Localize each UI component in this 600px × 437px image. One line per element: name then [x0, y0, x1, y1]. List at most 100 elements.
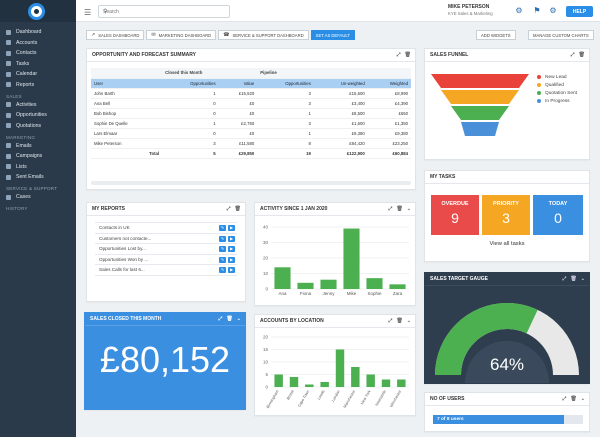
- notifications-icon[interactable]: ⚑: [533, 6, 541, 15]
- sidebar-item[interactable]: Accounts: [0, 38, 76, 49]
- expand-icon[interactable]: ⤢: [226, 206, 231, 212]
- trash-icon[interactable]: 🗑: [234, 206, 241, 212]
- search-icon[interactable]: ⚲: [103, 9, 108, 15]
- edit-icon[interactable]: ✎: [219, 267, 226, 273]
- x-tick-label: Leeds: [317, 389, 326, 400]
- trash-icon[interactable]: 🗑: [578, 52, 585, 58]
- trash-icon[interactable]: 🗑: [396, 206, 403, 212]
- table-row[interactable]: Lars Elmaar 0 £0 1 £9,380 £9,380: [91, 128, 411, 139]
- report-item[interactable]: Customers not contacte... ✎ ▶: [95, 234, 237, 244]
- sidebar-item[interactable]: Campaigns: [0, 151, 76, 162]
- sidebar-item[interactable]: Calendar: [0, 69, 76, 80]
- sidebar-item[interactable]: Cases: [0, 192, 76, 203]
- set-default-button[interactable]: Set as Default: [310, 30, 355, 40]
- expand-icon[interactable]: ⤢: [218, 316, 223, 322]
- tab-marketing-dashboard[interactable]: ✉ Marketing Dashboard: [146, 30, 217, 40]
- table-row[interactable]: Ana Bell 0 £0 3 £3,400 £4,390: [91, 98, 411, 109]
- report-item[interactable]: Opportunities Lost by... ✎ ▶: [95, 244, 237, 255]
- report-item[interactable]: Contacts in UK ✎ ▶: [95, 223, 237, 234]
- column-header[interactable]: Opportunities: [257, 78, 314, 89]
- overdue-tile[interactable]: OVERDUE 9: [431, 195, 479, 235]
- edit-icon[interactable]: ✎: [219, 256, 226, 263]
- sidebar-item[interactable]: Reports: [0, 80, 76, 91]
- view-all-tasks-link[interactable]: View all tasks: [489, 241, 525, 247]
- edit-icon[interactable]: ✎: [219, 225, 226, 231]
- column-header[interactable]: Weighted: [367, 78, 411, 89]
- activity-panel: Activity since 1 Jan 2020 ⤢ 🗑 ⌄ 0 10 20 30 40 A…: [254, 202, 416, 306]
- bar: [274, 267, 291, 289]
- legend-item[interactable]: Quotation Sent: [537, 89, 577, 97]
- tab-service-dashboard[interactable]: ☎ Service & Support Dashboard: [218, 30, 309, 40]
- legend-item[interactable]: Qualified: [537, 81, 577, 89]
- legend-dot: [537, 91, 541, 95]
- tab-sales-dashboard[interactable]: ↗ Sales Dashboard: [86, 30, 145, 40]
- legend-item[interactable]: In Progress: [537, 97, 577, 105]
- trash-icon[interactable]: 🗑: [570, 396, 577, 402]
- sidebar-item[interactable]: Emails: [0, 141, 76, 152]
- run-icon[interactable]: ▶: [228, 267, 235, 273]
- bar: [366, 374, 375, 387]
- total-cell: £60,884: [367, 148, 411, 159]
- add-widgets-button[interactable]: Add Widgets: [476, 30, 516, 40]
- chevron-down-icon[interactable]: ⌄: [236, 316, 241, 322]
- chevron-down-icon[interactable]: ⌄: [580, 396, 585, 402]
- chevron-down-icon[interactable]: ⌄: [406, 206, 411, 212]
- manage-charts-button[interactable]: Manage Custom Charts: [528, 30, 594, 40]
- sales-closed-value: £80,152: [99, 339, 231, 380]
- expand-icon[interactable]: ⤢: [396, 52, 401, 58]
- column-header[interactable]: Opportunities: [162, 78, 219, 89]
- headset-icon: ☎: [223, 32, 230, 38]
- table-row[interactable]: Sophie De Quelle 1 £2,750 3 £1,600 £1,350: [91, 118, 411, 129]
- help-button[interactable]: HELP: [566, 6, 593, 17]
- sidebar-item[interactable]: Dashboard: [0, 27, 76, 38]
- sidebar-item[interactable]: Contacts: [0, 48, 76, 59]
- search-input[interactable]: Search ⚲: [98, 5, 230, 18]
- sidebar-item[interactable]: Lists: [0, 162, 76, 173]
- trash-icon[interactable]: 🗑: [404, 52, 411, 58]
- sidebar-item[interactable]: Sent Emails: [0, 172, 76, 183]
- sidebar-item[interactable]: Activities: [0, 100, 76, 111]
- run-icon[interactable]: ▶: [228, 225, 235, 231]
- menu-icon[interactable]: ☰: [84, 8, 92, 17]
- table-row[interactable]: Mike Peterson 3 £11,580 8 £84,420 £23,250: [91, 138, 411, 149]
- logo[interactable]: [0, 0, 76, 22]
- settings-users-icon[interactable]: ⚙: [515, 6, 523, 15]
- trash-icon[interactable]: 🗑: [570, 276, 577, 282]
- gear-icon[interactable]: ⚙: [549, 6, 557, 15]
- group-pipeline: Pipeline: [257, 68, 411, 79]
- report-item[interactable]: Opportunities Won by ... ✎ ▶: [95, 255, 237, 265]
- trash-icon[interactable]: 🗑: [226, 316, 233, 322]
- column-header[interactable]: User: [91, 78, 163, 89]
- trash-icon[interactable]: 🗑: [396, 318, 403, 324]
- expand-icon[interactable]: ⤢: [562, 276, 567, 282]
- expand-icon[interactable]: ⤢: [388, 206, 393, 212]
- table-cell: Bob Bishop: [91, 108, 163, 119]
- my-tasks-panel: My Tasks OVERDUE 9 PRIORITY 3 TODAY 0 Vi…: [424, 170, 590, 262]
- table-cell: £0: [218, 108, 258, 119]
- legend-item[interactable]: New Lead: [537, 73, 577, 81]
- expand-icon[interactable]: ⤢: [570, 52, 575, 58]
- column-header[interactable]: Value: [218, 78, 258, 89]
- horizontal-scrollbar[interactable]: [91, 181, 411, 185]
- sidebar-item-label: Sent Emails: [16, 174, 44, 181]
- edit-icon[interactable]: ✎: [219, 235, 226, 242]
- column-header[interactable]: Un-weighted: [313, 78, 368, 89]
- run-icon[interactable]: ▶: [228, 235, 235, 242]
- report-item[interactable]: Sales Calls for last 6... ✎ ▶: [95, 265, 237, 276]
- expand-icon[interactable]: ⤢: [388, 318, 393, 324]
- run-icon[interactable]: ▶: [228, 256, 235, 263]
- chevron-down-icon[interactable]: ⌄: [580, 276, 585, 282]
- panel-title: No of Users ⤢ 🗑 ⌄: [425, 393, 589, 406]
- run-icon[interactable]: ▶: [228, 246, 235, 252]
- sidebar-item[interactable]: Quotations: [0, 121, 76, 132]
- table-row[interactable]: John Barth 1 £15,520 3 £15,600 £8,990: [91, 88, 411, 99]
- table-row[interactable]: Bob Bishop 0 £0 1 £8,500 £650: [91, 108, 411, 119]
- today-tile[interactable]: TODAY 0: [533, 195, 583, 235]
- sidebar-item[interactable]: Tasks: [0, 59, 76, 70]
- sidebar-item[interactable]: Opportunities: [0, 110, 76, 121]
- expand-icon[interactable]: ⤢: [562, 396, 567, 402]
- chevron-down-icon[interactable]: ⌄: [406, 318, 411, 324]
- user-info[interactable]: MIKE PETERSON KYE Sales & Marketing: [448, 4, 578, 16]
- edit-icon[interactable]: ✎: [219, 246, 226, 252]
- priority-tile[interactable]: PRIORITY 3: [482, 195, 530, 235]
